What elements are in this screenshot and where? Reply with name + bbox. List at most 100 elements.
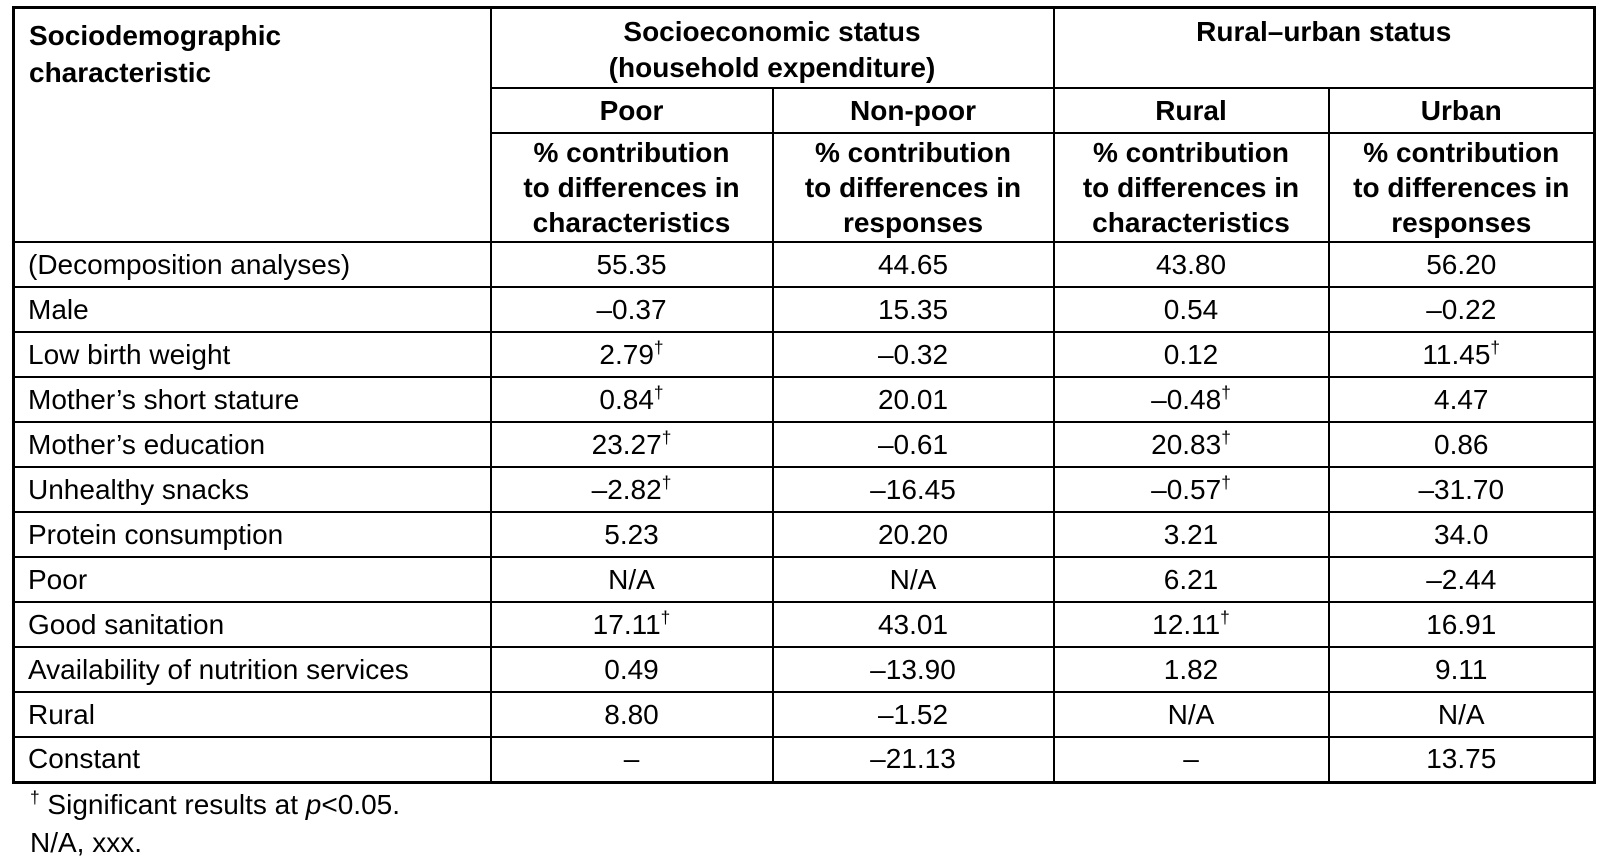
sub-header-non-poor: Non-poor xyxy=(771,87,1055,134)
table-row: Mother’s education 23.27† –0.61 20.83† 0.86 xyxy=(12,421,1596,468)
value-cell: N/A xyxy=(1327,691,1596,738)
value-cell: 34.0 xyxy=(1327,511,1596,558)
table-row: Poor N/A N/A 6.21 –2.44 xyxy=(12,556,1596,603)
group-header-socioeconomic-status: Socioeconomic status (household expendit… xyxy=(489,6,1055,89)
significance-dagger: † xyxy=(1490,337,1501,358)
value-cell: –31.70 xyxy=(1327,466,1596,513)
value-cell: N/A xyxy=(489,556,774,603)
value-cell: 17.11† xyxy=(489,601,774,648)
header-sub-row: Poor Non-poor Rural Urban xyxy=(14,87,1596,134)
significance-dagger: † xyxy=(661,472,672,493)
row-label: Availability of nutrition services xyxy=(12,646,492,693)
group-header-rural-urban-status: Rural–urban status xyxy=(1052,6,1596,89)
value-cell: 56.20 xyxy=(1327,241,1596,288)
footnote-p-symbol: p xyxy=(305,789,322,820)
value-cell: 16.91 xyxy=(1327,601,1596,648)
value-cell: 5.23 xyxy=(489,511,774,558)
value-cell: 1.82 xyxy=(1052,646,1330,693)
sub-header-urban: Urban xyxy=(1327,87,1596,134)
value-cell: 43.01 xyxy=(771,601,1055,648)
value-cell: –1.52 xyxy=(771,691,1055,738)
table-body: (Decomposition analyses) 55.35 44.65 43.80 5… xyxy=(12,241,1596,783)
table-row: Good sanitation 17.11† 43.01 12.11† 16.91 xyxy=(12,601,1596,648)
value-cell: –0.57† xyxy=(1052,466,1330,513)
value-cell: 55.35 xyxy=(489,241,774,288)
value-cell: N/A xyxy=(1052,691,1330,738)
value-cell: 13.75 xyxy=(1327,736,1596,783)
table-row: Rural 8.80 –1.52 N/A N/A xyxy=(12,691,1596,738)
value-cell: 20.01 xyxy=(771,376,1055,423)
row-label: Mother’s short stature xyxy=(12,376,492,423)
value-cell: 0.12 xyxy=(1052,331,1330,378)
sub-header-rural: Rural xyxy=(1052,87,1330,134)
value-cell: 9.11 xyxy=(1327,646,1596,693)
value-cell: –13.90 xyxy=(771,646,1055,693)
table-row: Low birth weight 2.79† –0.32 0.12 11.45† xyxy=(12,331,1596,378)
value-cell: –0.37 xyxy=(489,286,774,333)
value-cell: N/A xyxy=(771,556,1055,603)
value-cell: 0.49 xyxy=(489,646,774,693)
value-cell: 12.11† xyxy=(1052,601,1330,648)
value-cell: –0.61 xyxy=(771,421,1055,468)
value-cell: 20.20 xyxy=(771,511,1055,558)
value-cell: –2.44 xyxy=(1327,556,1596,603)
value-cell: 20.83† xyxy=(1052,421,1330,468)
table-row: Male –0.37 15.35 0.54 –0.22 xyxy=(12,286,1596,333)
value-cell: 0.86 xyxy=(1327,421,1596,468)
row-label: Rural xyxy=(12,691,492,738)
value-cell: 44.65 xyxy=(771,241,1055,288)
value-cell: –2.82† xyxy=(489,466,774,513)
measure-header-rural: % contribution to differences in charact… xyxy=(1052,132,1330,243)
footnotes: † Significant results at p<0.05. N/A, xx… xyxy=(30,786,400,856)
row-label: Good sanitation xyxy=(12,601,492,648)
decomposition-table: Sociodemographic characteristic Socioeco… xyxy=(12,6,1597,784)
significance-dagger: † xyxy=(1220,607,1230,628)
value-cell: – xyxy=(489,736,774,783)
value-cell: 11.45† xyxy=(1327,331,1596,378)
row-label: Poor xyxy=(12,556,492,603)
value-cell: 43.80 xyxy=(1052,241,1330,288)
dagger-symbol: † xyxy=(30,787,40,808)
row-label: Protein consumption xyxy=(12,511,492,558)
value-cell: 4.47 xyxy=(1327,376,1596,423)
corner-header: Sociodemographic characteristic xyxy=(12,6,492,243)
value-cell: 2.79† xyxy=(489,331,774,378)
significance-dagger: † xyxy=(653,337,664,358)
row-label: (Decomposition analyses) xyxy=(12,241,492,288)
header-measure-row: % contribution to differences in charact… xyxy=(14,132,1596,243)
value-cell: 0.84† xyxy=(489,376,774,423)
value-cell: 23.27† xyxy=(489,421,774,468)
footnote-significance-threshold: <0.05. xyxy=(321,789,400,820)
row-label: Constant xyxy=(12,736,492,783)
measure-header-urban: % contribution to differences in respons… xyxy=(1327,132,1596,243)
value-cell: 15.35 xyxy=(771,286,1055,333)
table-row: (Decomposition analyses) 55.35 44.65 43.80 5… xyxy=(12,241,1596,288)
significance-dagger: † xyxy=(653,382,664,403)
value-cell: –0.32 xyxy=(771,331,1055,378)
row-label: Unhealthy snacks xyxy=(12,466,492,513)
header-group-row: Sociodemographic characteristic Socioeco… xyxy=(12,6,1596,243)
table-row: Protein consumption 5.23 20.20 3.21 34.0 xyxy=(12,511,1596,558)
measure-header-non-poor: % contribution to differences in respons… xyxy=(771,132,1055,243)
row-label: Low birth weight xyxy=(12,331,492,378)
table-row: Constant – –21.13–13.75 xyxy=(12,736,1596,783)
table-row: Unhealthy snacks –2.82† –16.45 –0.57† –31.70 xyxy=(12,466,1596,513)
table-row: Mother’s short stature 0.84† 20.01 –0.48† 4.… xyxy=(12,376,1596,423)
value-cell: 3.21 xyxy=(1052,511,1330,558)
value-cell: –21.13 xyxy=(771,736,1055,783)
table-row: Availability of nutrition services 0.49 –1… xyxy=(12,646,1596,693)
value-cell: –0.22 xyxy=(1327,286,1596,333)
value-cell: – xyxy=(1052,736,1330,783)
significance-dagger: † xyxy=(660,607,671,628)
value-cell: –0.48† xyxy=(1052,376,1330,423)
footnote-significance-text: Significant results at xyxy=(39,789,306,820)
value-cell: 6.21 xyxy=(1052,556,1330,603)
row-label: Male xyxy=(12,286,492,333)
significance-dagger: † xyxy=(661,427,672,448)
significance-dagger: † xyxy=(1221,382,1231,403)
table-header: Sociodemographic characteristic Socioeco… xyxy=(12,6,1596,243)
value-cell: 0.54 xyxy=(1052,286,1330,333)
footnote-na-definition: N/A, xxx. xyxy=(30,827,143,856)
row-label: Mother’s education xyxy=(12,421,492,468)
